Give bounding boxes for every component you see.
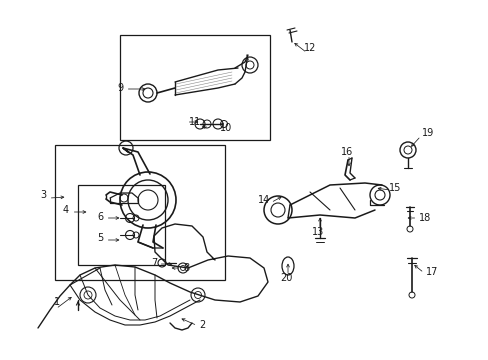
Bar: [120, 35, 269, 140]
Text: 15: 15: [388, 183, 400, 193]
Text: 19: 19: [421, 128, 433, 138]
Text: 16: 16: [340, 147, 352, 157]
Text: 11: 11: [188, 117, 201, 127]
Text: 13: 13: [311, 227, 324, 237]
Text: 20: 20: [279, 273, 292, 283]
Text: 5: 5: [97, 233, 103, 243]
Text: 10: 10: [220, 123, 232, 133]
Text: 12: 12: [303, 43, 316, 53]
Text: 9: 9: [117, 83, 123, 93]
Text: 6: 6: [97, 212, 103, 222]
Bar: [55, 145, 224, 280]
Text: 14: 14: [257, 195, 269, 205]
Text: 4: 4: [63, 205, 69, 215]
Text: 3: 3: [40, 190, 46, 200]
Text: 2: 2: [199, 320, 204, 330]
Text: 18: 18: [418, 213, 430, 223]
Text: 7: 7: [151, 258, 157, 268]
Text: 17: 17: [425, 267, 437, 277]
Bar: [78, 185, 164, 265]
Text: 1: 1: [54, 297, 60, 307]
Text: 8: 8: [183, 263, 189, 273]
